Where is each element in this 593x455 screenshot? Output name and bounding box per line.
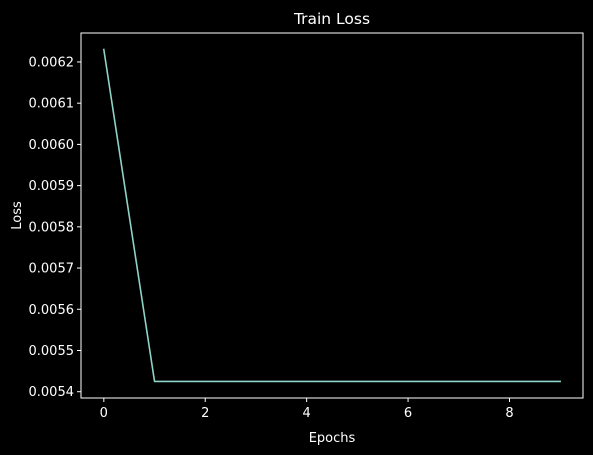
loss-series-line [102,48,561,383]
x-tick-label: 0 [100,406,108,421]
y-tick-label: 0.0062 [29,55,75,70]
chart-title: Train Loss [293,10,370,28]
y-tick-label: 0.0054 [29,385,75,400]
y-tick-label: 0.0059 [29,179,75,194]
y-tick-label: 0.0061 [29,97,75,112]
y-tick-label: 0.0056 [29,303,75,318]
y-tick-label: 0.0057 [29,262,75,277]
axes-frame [80,32,584,399]
y-tick-label: 0.0058 [29,220,75,235]
y-tick-label: 0.0060 [29,138,75,153]
y-tick-label: 0.0055 [29,344,75,359]
plot-area: 0 2 4 6 8 0.0054 0.0055 0.0056 0.0057 0.0058 0.005… [29,48,561,421]
x-tick-label: 8 [505,406,513,421]
x-tick-label: 4 [303,406,311,421]
y-axis-label: Loss [10,201,25,230]
x-tick-label: 2 [201,406,209,421]
x-tick-label: 6 [404,406,412,421]
x-axis-label: Epochs [309,431,356,446]
